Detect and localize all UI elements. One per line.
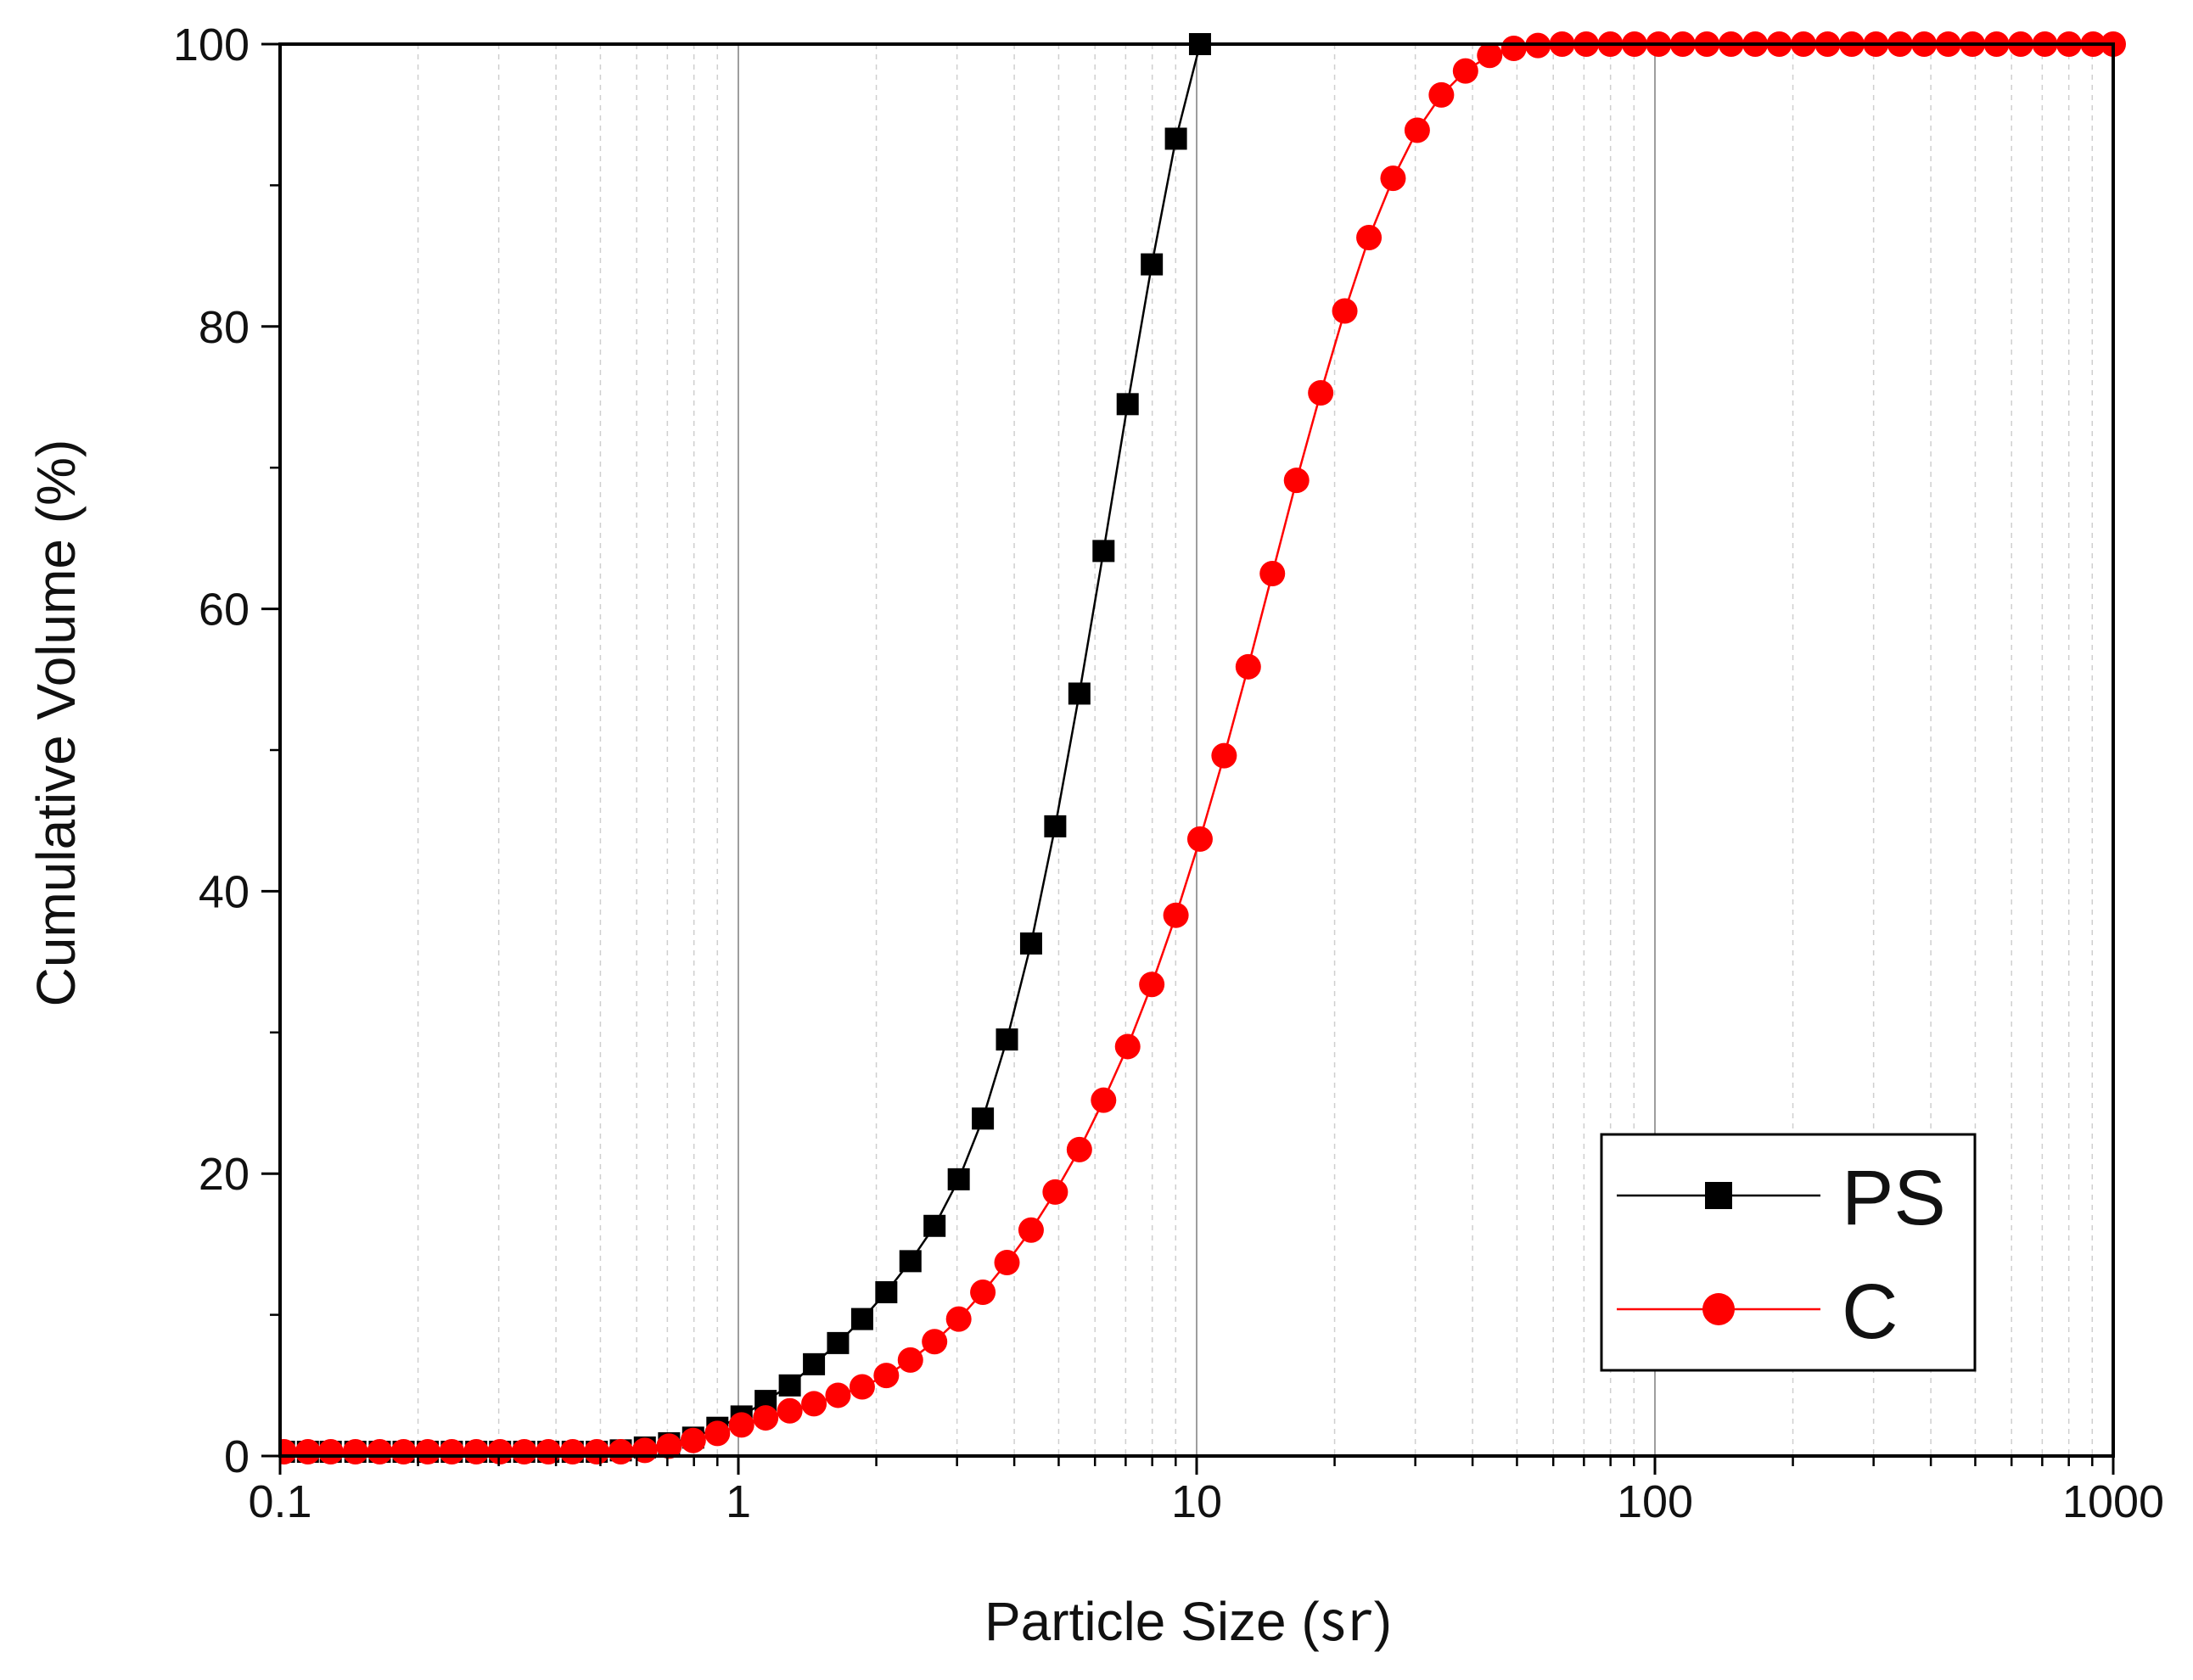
series-ps-line bbox=[283, 43, 1202, 1453]
x-tick-label: 10 bbox=[1171, 1476, 1222, 1527]
series-ps-point bbox=[1164, 127, 1187, 150]
series-c-point bbox=[1259, 561, 1286, 586]
series-c-point bbox=[390, 1439, 417, 1465]
series-ps-point bbox=[996, 1028, 1018, 1051]
series-c-point bbox=[825, 1382, 851, 1408]
series-c-point bbox=[1500, 35, 1527, 61]
y-tick-label: 0 bbox=[224, 1431, 250, 1482]
legend-item-ps: PS bbox=[1617, 1155, 1946, 1241]
series-c-point bbox=[584, 1439, 610, 1465]
series-c-point bbox=[342, 1439, 368, 1465]
x-tick-label: 0.1 bbox=[248, 1476, 311, 1527]
tick-layer bbox=[261, 42, 2115, 1475]
series-c-point bbox=[439, 1439, 465, 1465]
x-tick-label: 100 bbox=[1617, 1476, 1693, 1527]
series-c-point bbox=[317, 1439, 344, 1465]
series-c-point bbox=[922, 1329, 948, 1355]
series-c-point bbox=[463, 1439, 490, 1465]
series-c-point bbox=[1380, 165, 1406, 192]
series-c-point bbox=[728, 1412, 754, 1438]
series-c-point bbox=[801, 1391, 827, 1417]
series-c-point bbox=[511, 1439, 537, 1465]
series-c-point bbox=[1404, 117, 1430, 143]
series-ps bbox=[280, 33, 1211, 1464]
series-c-point bbox=[1186, 826, 1213, 852]
series-ps-point bbox=[1019, 932, 1042, 955]
series-ps-point bbox=[1116, 393, 1139, 416]
series-c-point bbox=[414, 1439, 440, 1465]
series-c-point bbox=[1042, 1179, 1068, 1205]
series-c-point bbox=[1428, 81, 1455, 108]
series-c-point bbox=[1091, 1087, 1117, 1113]
series-c-point bbox=[1332, 298, 1358, 324]
series-ps-point bbox=[1092, 540, 1115, 563]
tick-label-layer: 0.1 1 10 100 1000 0 20 40 60 80 100 bbox=[173, 20, 2164, 1527]
series-c-point bbox=[945, 1306, 972, 1332]
y-tick-label: 60 bbox=[199, 585, 250, 636]
series-c-point bbox=[294, 1439, 321, 1465]
legend: PS C bbox=[1600, 1133, 1977, 1372]
series-c-point bbox=[1477, 42, 1503, 69]
series-ps-point bbox=[923, 1214, 946, 1237]
x-tick-label: 1 bbox=[726, 1476, 751, 1527]
series-c-point bbox=[656, 1433, 682, 1459]
y-tick-label: 40 bbox=[199, 866, 250, 917]
series-c-point bbox=[280, 1439, 297, 1465]
legend-c-label: C bbox=[1842, 1268, 1898, 1355]
series-ps-point bbox=[972, 1107, 995, 1130]
series-c-point bbox=[704, 1420, 731, 1447]
series-c-point bbox=[1114, 1033, 1141, 1060]
series-c-point bbox=[1283, 468, 1310, 494]
series-c-point bbox=[897, 1347, 923, 1373]
series-c-point bbox=[1452, 58, 1478, 84]
series-ps-point bbox=[850, 1308, 873, 1330]
y-axis-title: Cumulative Volume (%) bbox=[25, 440, 87, 1007]
series-c-point bbox=[1356, 224, 1383, 250]
legend-ps-label: PS bbox=[1842, 1155, 1946, 1241]
series-c-point bbox=[1066, 1136, 1092, 1162]
series-ps-point bbox=[899, 1250, 922, 1273]
legend-item-c: C bbox=[1617, 1268, 1898, 1355]
series-ps-point bbox=[803, 1352, 826, 1375]
series-c-point bbox=[994, 1250, 1020, 1276]
series-c-point bbox=[608, 1439, 634, 1465]
y-tick-label: 20 bbox=[199, 1149, 250, 1200]
grid-layer bbox=[417, 44, 2094, 1456]
series-c-point bbox=[1018, 1217, 1044, 1243]
series-ps-point bbox=[827, 1331, 850, 1354]
y-tick-label: 100 bbox=[173, 20, 250, 70]
series-c-point bbox=[1235, 653, 1261, 680]
series-c-point bbox=[680, 1427, 706, 1453]
series-c-point bbox=[559, 1439, 586, 1465]
series-c-point bbox=[849, 1374, 875, 1400]
y-tick-label: 80 bbox=[199, 302, 250, 353]
series-ps-point bbox=[1141, 253, 1164, 276]
series-ps-point bbox=[1044, 815, 1067, 837]
x-axis-title: Particle Size (㏛) bbox=[984, 1591, 1392, 1652]
series-c-point bbox=[1211, 742, 1237, 769]
series-c-point bbox=[1163, 902, 1189, 928]
series-c-point bbox=[1139, 972, 1165, 998]
legend-c-marker bbox=[1702, 1293, 1735, 1325]
legend-ps-marker bbox=[1705, 1182, 1732, 1209]
series-c-point bbox=[487, 1439, 513, 1465]
series-ps-point bbox=[875, 1280, 898, 1303]
series-ps-point bbox=[947, 1168, 970, 1190]
x-tick-label: 1000 bbox=[2062, 1476, 2164, 1527]
series-c-point bbox=[536, 1439, 562, 1465]
series-c-point bbox=[777, 1397, 803, 1424]
series-ps-point bbox=[1068, 682, 1091, 705]
series-c-point bbox=[970, 1279, 996, 1305]
series-c-point bbox=[873, 1363, 900, 1389]
series-c-point bbox=[753, 1405, 779, 1431]
series-ps-point bbox=[778, 1374, 801, 1397]
series-c-point bbox=[1308, 380, 1334, 406]
series-c-point bbox=[367, 1439, 393, 1465]
legend-box bbox=[1600, 1133, 1977, 1372]
